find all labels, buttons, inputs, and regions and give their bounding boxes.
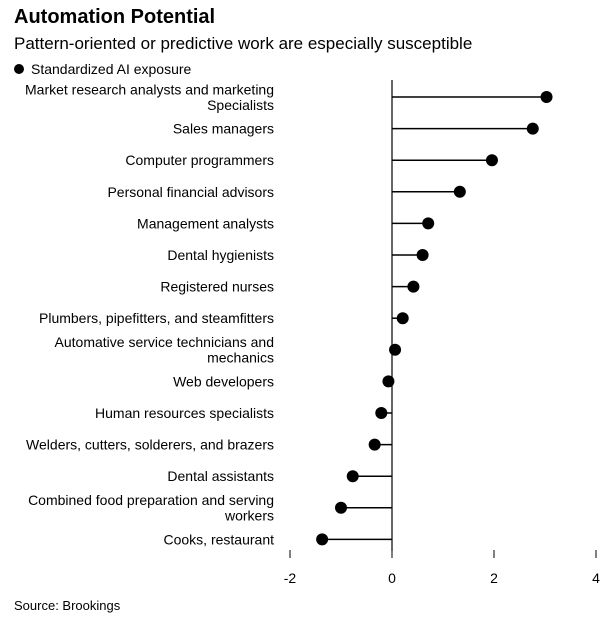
category-label-line: mechanics [207,350,274,366]
category-label-line: Dental hygienists [167,247,274,263]
category-label-line: Market research analysts and marketing [25,81,274,97]
data-point [416,249,429,261]
category-label-line: Combined food preparation and serving [28,492,274,508]
x-tick-label: 2 [490,570,498,586]
category-label: Dental hygienists [167,247,274,263]
legend-label: Standardized AI exposure [31,61,192,77]
category-label: Sales managers [173,121,274,137]
category-labels: Market research analysts and marketing Sp… [25,81,274,547]
category-label: Plumbers, pipefitters, and steamfitters [39,310,274,326]
data-point [526,122,539,135]
category-label: Combined food preparation and serving wor… [28,492,274,524]
category-label-line: Welders, cutters, solderers, and brazers [26,437,274,453]
data-point [375,407,388,419]
data-point [335,501,347,514]
category-label: Web developers [173,373,274,389]
chart-subtitle: Pattern-oriented or predictive work are … [14,34,473,53]
data-point [396,312,409,325]
category-label-line: Web developers [173,373,274,389]
x-axis: -2 0 2 4 [284,550,600,586]
category-label-line: Personal financial advisors [107,184,274,200]
data-point [368,438,381,451]
category-label-line: Sales managers [173,121,274,137]
category-label-line: Automative service technicians and [55,334,274,350]
category-label: Cooks, restaurant [164,531,275,547]
category-label-line: Human resources specialists [95,405,274,421]
category-label-line: Registered nurses [160,279,274,295]
legend: Standardized AI exposure [14,61,191,77]
data-point [540,91,553,103]
source-note: Source: Brookings [14,598,121,613]
category-label-line: Dental assistants [167,468,274,484]
x-tick-label: 4 [592,570,600,586]
category-label-line: Cooks, restaurant [164,531,275,547]
x-tick-label: -2 [284,570,297,586]
category-label: Registered nurses [160,279,274,295]
data-point [485,154,498,167]
category-label: Automative service technicians and mechan… [55,334,274,366]
category-label: Market research analysts and marketing Sp… [25,81,274,113]
data-point [422,217,435,230]
data-point [316,533,329,546]
category-label: Personal financial advisors [107,184,274,200]
data-point [389,343,402,356]
chart-title: Automation Potential [14,6,216,28]
data-point [382,375,395,388]
data-point [407,280,420,293]
category-label: Human resources specialists [95,405,274,421]
category-label-line: Specialists [207,97,274,113]
lollipop-chart: Market research analysts and marketing Sp… [25,80,600,586]
category-label: Dental assistants [167,468,274,484]
category-label-line: Computer programmers [125,152,274,168]
category-label: Management analysts [137,215,274,231]
category-label-line: workers [224,508,274,524]
category-label: Welders, cutters, solderers, and brazers [26,437,274,453]
category-label-line: Management analysts [137,215,274,231]
category-label-line: Plumbers, pipefitters, and steamfitters [39,310,274,326]
chart-marks [316,80,553,551]
legend-marker-icon [14,64,24,74]
data-point [346,470,359,483]
category-label: Computer programmers [125,152,274,168]
x-tick-label: 0 [388,570,396,586]
data-point [453,185,466,198]
